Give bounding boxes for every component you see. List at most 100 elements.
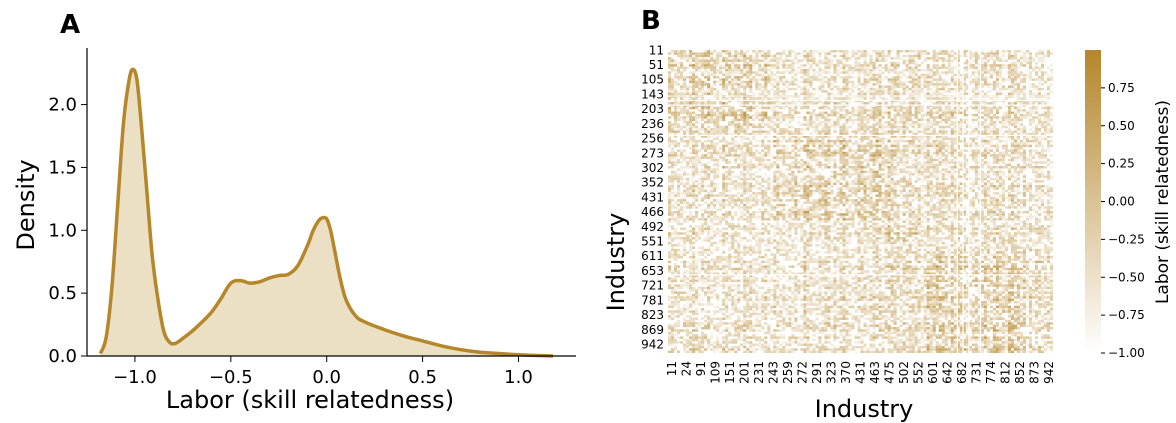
heatmap-cell: [722, 177, 726, 181]
heatmap-cell: [950, 68, 954, 72]
heatmap-cell: [947, 83, 951, 86]
heatmap-cell: [863, 149, 867, 152]
heatmap-cell: [695, 68, 699, 72]
heatmap-cell: [851, 135, 855, 138]
heatmap-cell: [836, 121, 840, 124]
heatmap-cell: [704, 50, 708, 53]
heatmap-cell: [773, 170, 777, 174]
heatmap-cell: [710, 102, 714, 105]
heatmap-cell: [704, 113, 708, 117]
heatmap-cell: [734, 76, 738, 79]
heatmap-cell: [902, 154, 906, 157]
heatmap-cell: [1013, 116, 1018, 119]
heatmap-cell: [683, 102, 687, 105]
heatmap-cell: [698, 170, 702, 174]
heatmap-cell: [701, 116, 705, 119]
heatmap-cell: [1049, 130, 1053, 133]
heatmap-cell: [1019, 78, 1024, 81]
heatmap-cell: [893, 76, 897, 79]
heatmap-cell: [830, 52, 834, 55]
heatmap-cell: [677, 184, 681, 188]
heatmap-cell: [1034, 64, 1039, 67]
heatmap-cell: [1025, 165, 1030, 169]
heatmap-cell: [932, 73, 936, 77]
heatmap-cell: [935, 83, 939, 86]
heatmap-cell: [995, 50, 999, 53]
heatmap-cell: [989, 97, 993, 100]
heatmap-cell: [764, 154, 768, 157]
heatmap-cell: [755, 163, 759, 167]
heatmap-cell: [683, 173, 687, 176]
heatmap-cell: [740, 163, 744, 167]
heatmap-cell: [824, 106, 828, 110]
heatmap-cell: [950, 113, 954, 117]
heatmap-cell: [809, 118, 813, 122]
heatmap-cell: [680, 52, 684, 55]
heatmap-cell: [728, 182, 732, 186]
heatmap-cell: [911, 59, 915, 62]
heatmap-cell: [770, 118, 774, 122]
heatmap-cell: [770, 54, 774, 58]
heatmap-cell: [1028, 149, 1033, 152]
heatmap-cell: [698, 149, 702, 152]
heatmap-cell: [701, 144, 705, 148]
heatmap-cell: [740, 73, 744, 77]
heatmap-cell: [785, 66, 789, 70]
heatmap-cell: [680, 57, 684, 60]
heatmap-cell: [956, 170, 960, 174]
heatmap-cell: [899, 177, 903, 181]
heatmap-cell: [746, 173, 750, 176]
heatmap-cell: [878, 132, 882, 136]
heatmap-cell: [1037, 128, 1042, 131]
heatmap-cell: [995, 128, 999, 131]
heatmap-cell: [899, 113, 903, 117]
heatmap-cell: [1019, 130, 1024, 133]
heatmap-cell: [695, 80, 699, 84]
heatmap-cell: [962, 85, 966, 88]
heatmap-cell: [728, 175, 732, 178]
heatmap-cell: [995, 161, 999, 164]
heatmap-cell: [779, 173, 783, 176]
heatmap-cell: [779, 78, 783, 81]
y-tick-label: 1.0: [48, 220, 77, 241]
heatmap-cell: [830, 78, 834, 81]
heatmap-cell: [1001, 125, 1005, 129]
heatmap-cell: [881, 123, 885, 126]
heatmap-cell: [878, 73, 882, 77]
heatmap-cell: [947, 71, 951, 74]
heatmap-cell: [776, 85, 780, 88]
heatmap-cell: [998, 106, 1002, 110]
heatmap-cell: [728, 161, 732, 164]
heatmap-cell: [761, 50, 765, 53]
heatmap-cell: [944, 156, 948, 159]
heatmap-cell: [1019, 102, 1024, 105]
heatmap-cell: [794, 151, 798, 155]
heatmap-cell: [671, 139, 675, 143]
heatmap-cell: [965, 61, 969, 65]
heatmap-cell: [1007, 87, 1011, 91]
heatmap-cell: [764, 147, 768, 150]
heatmap-cell: [995, 156, 999, 159]
heatmap-cell: [680, 54, 684, 58]
heatmap-cell: [866, 109, 870, 112]
heatmap-cell: [749, 173, 753, 176]
heatmap-cell: [677, 68, 681, 72]
heatmap-cell: [887, 147, 891, 150]
heatmap-cell: [974, 83, 978, 86]
heatmap-cell: [1016, 177, 1021, 181]
heatmap-cell: [920, 83, 924, 86]
heatmap-cell: [941, 135, 945, 138]
heatmap-cell: [1007, 130, 1011, 133]
heatmap-cell: [989, 90, 993, 93]
heatmap-cell: [701, 66, 705, 70]
heatmap-cell: [764, 173, 768, 176]
heatmap-cell: [932, 144, 936, 148]
heatmap-cell: [821, 139, 825, 143]
heatmap-cell: [1040, 59, 1045, 62]
heatmap-cell: [824, 71, 828, 74]
heatmap-cell: [974, 163, 978, 167]
heatmap-cell: [1046, 121, 1051, 124]
heatmap-cell: [743, 113, 747, 117]
heatmap-cell: [1037, 121, 1042, 124]
heatmap-cell: [692, 184, 696, 188]
